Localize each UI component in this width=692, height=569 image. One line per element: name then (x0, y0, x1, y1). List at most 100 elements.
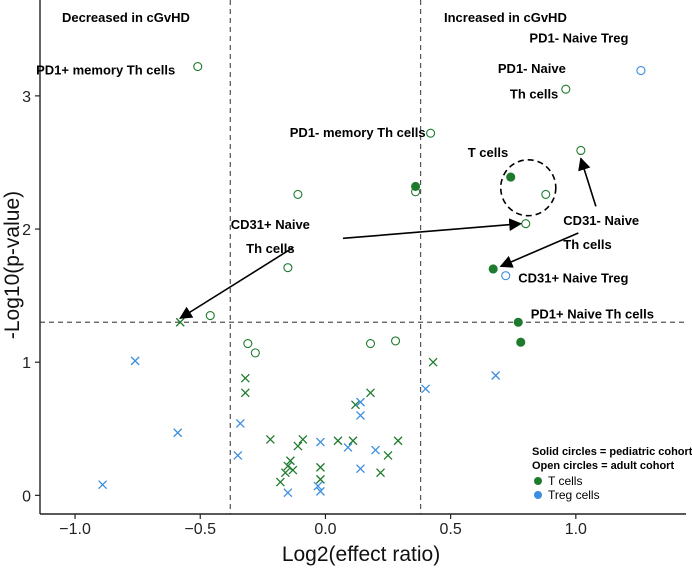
data-point-x-28 (233, 450, 243, 460)
data-point-x-27 (235, 418, 245, 428)
legend-note-solid: Solid circles = pediatric cohort (532, 446, 692, 458)
annotation-arrow-3 (499, 232, 579, 268)
data-point-open-15 (391, 336, 401, 346)
data-point-x-41 (313, 481, 323, 491)
annotation-arrow-0 (179, 247, 294, 319)
data-point-x-48 (343, 442, 353, 452)
legend-label-tcells: T cells (548, 474, 582, 488)
data-point-open-6 (521, 219, 531, 229)
data-point-solid-19 (513, 317, 523, 327)
data-point-x-35 (283, 488, 293, 498)
data-point-open-9 (283, 263, 293, 273)
annotation-label-6: CD31- Naive (563, 213, 639, 228)
annotation-label-11: PD1+ Naive Th cells (531, 306, 654, 321)
y-tick-label-1: 1 (22, 355, 31, 372)
axes: −1.0 −0.5 0.0 0.5 1.0 0 1 2 3 (22, 0, 686, 538)
data-point-open-1 (426, 128, 436, 138)
data-point-open-4 (576, 145, 586, 156)
data-point-open-12 (243, 339, 253, 349)
legend-label-treg: Treg cells (548, 488, 600, 502)
data-point-open-5 (541, 189, 551, 199)
data-point-open-3 (636, 66, 646, 76)
y-axis-title: -Log10(p-value) (1, 191, 24, 339)
data-point-x-37 (298, 434, 308, 444)
annotation-decor (179, 157, 597, 319)
data-point-x-47 (356, 411, 365, 420)
data-point-x-56 (421, 384, 431, 394)
data-point-x-55 (428, 357, 438, 367)
data-point-x-50 (371, 445, 380, 455)
x-axis-title: Log2(effect ratio) (282, 543, 440, 566)
data-point-x-45 (351, 400, 360, 410)
data-point-x-34 (288, 465, 298, 475)
annotation-label-3: PD1- Naive (498, 61, 566, 76)
data-point-open-0 (193, 62, 203, 72)
y-tick-label-2: 2 (22, 222, 31, 239)
data-point-open-11 (205, 311, 215, 321)
data-point-x-44 (348, 436, 358, 446)
annotation-label-0: PD1+ memory Th cells (36, 63, 175, 78)
annotation-label-8: CD31+ Naive (231, 217, 310, 232)
data-point-x-39 (315, 462, 325, 472)
legend-note-open: Open circles = adult cohort (532, 460, 674, 472)
data-point-x-51 (376, 468, 385, 478)
data-point-open-10 (501, 271, 511, 281)
annotation-label-2: PD1- Naive Treg (529, 31, 628, 46)
legend: Solid circles = pediatric cohort Open ci… (532, 446, 692, 502)
data-point-solid-16 (411, 181, 421, 191)
data-point-x-29 (265, 434, 275, 444)
region-label-left: Decreased in cGvHD (62, 10, 190, 25)
reference-lines (40, 0, 686, 514)
legend-marker-tcells (534, 477, 542, 485)
data-point-open-7 (293, 189, 303, 199)
annotation-label-9: Th cells (246, 241, 294, 256)
data-point-x-42 (315, 486, 325, 496)
annotation-arrow-1 (342, 218, 523, 240)
t-cells-highlight-ellipse (499, 158, 557, 217)
y-tick-label-0: 0 (22, 488, 31, 505)
data-point-x-26 (240, 388, 250, 398)
x-tick-label-4: 1.0 (565, 521, 587, 538)
annotation-label-4: Th cells (510, 87, 558, 102)
data-point-open-13 (250, 348, 260, 358)
data-point-x-30 (275, 477, 285, 487)
data-point-solid-18 (488, 264, 498, 274)
data-point-x-46 (356, 397, 365, 407)
data-point-x-24 (98, 480, 108, 490)
data-point-x-23 (173, 428, 183, 438)
data-point-x-57 (491, 371, 501, 380)
data-point-x-52 (383, 450, 393, 460)
data-point-x-33 (285, 456, 295, 466)
x-tick-label-3: 0.5 (440, 521, 462, 538)
legend-marker-treg (534, 491, 542, 499)
data-point-x-54 (366, 388, 375, 398)
data-point-x-22 (130, 356, 140, 366)
x-tick-label-0: −1.0 (59, 521, 91, 538)
data-point-x-32 (283, 461, 293, 471)
y-tick-label-3: 3 (22, 89, 31, 106)
data-point-x-31 (280, 468, 290, 478)
data-point-x-21 (175, 317, 185, 327)
x-tick-label-1: −0.5 (184, 521, 216, 538)
data-point-x-25 (240, 373, 250, 383)
annotation-arrow-2 (578, 157, 597, 207)
data-points (98, 62, 646, 498)
x-tick-label-2: 0.0 (314, 521, 336, 538)
annotation-label-1: PD1- memory Th cells (290, 125, 426, 140)
data-point-x-49 (356, 464, 365, 474)
data-point-x-43 (333, 436, 343, 446)
data-point-solid-17 (506, 172, 516, 182)
data-point-x-36 (293, 441, 303, 451)
data-point-x-53 (393, 436, 403, 446)
data-point-x-40 (315, 474, 325, 484)
annotation-label-5: T cells (468, 145, 508, 160)
data-point-x-38 (315, 437, 325, 447)
annotation-labels: PD1+ memory Th cells PD1- memory Th cells… (36, 31, 654, 322)
annotation-label-7: Th cells (563, 237, 611, 252)
data-point-solid-20 (516, 337, 526, 347)
annotation-label-10: CD31+ Naive Treg (518, 270, 628, 285)
data-point-open-2 (561, 84, 571, 94)
data-point-open-14 (365, 339, 376, 349)
region-label-right: Increased in cGvHD (444, 10, 567, 25)
